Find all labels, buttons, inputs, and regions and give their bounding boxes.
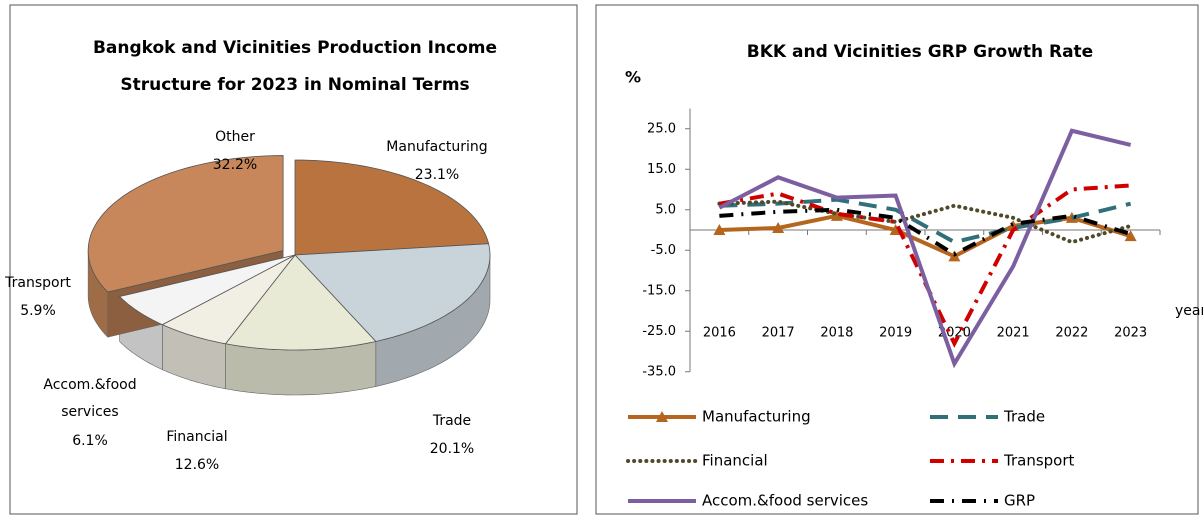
y-tick-label: -15.0 (642, 283, 676, 298)
y-tick-label: -35.0 (642, 364, 676, 379)
y-tick-label: -25.0 (642, 324, 676, 339)
pie-slice (294, 159, 490, 256)
series-marker (713, 224, 726, 235)
y-tick-label: -5.0 (651, 243, 676, 258)
series-line (717, 199, 1133, 245)
pie-label: Other (215, 129, 255, 145)
pie-title: Bangkok and Vicinities Production Income (93, 38, 497, 58)
pie-label-line: Accom.&food (43, 377, 136, 393)
x-tick-label: 2017 (762, 326, 795, 341)
line-panel (595, 4, 1199, 515)
x-axis-label: year (1175, 303, 1203, 319)
legend-label: Manufacturing (702, 408, 811, 426)
pie-label-line: services (61, 404, 118, 420)
series-marker (1124, 230, 1137, 242)
x-tick-label: 2022 (1055, 326, 1088, 341)
y-tick-label: 25.0 (647, 121, 676, 136)
x-tick-label: 2016 (703, 326, 736, 341)
pie-slice (87, 155, 284, 293)
series-line (718, 128, 1132, 369)
pie-slice (224, 254, 377, 351)
pie-label: Trade (432, 413, 471, 429)
y-tick-label: 5.0 (655, 202, 676, 217)
pie-title: Structure for 2023 in Nominal Terms (120, 75, 469, 95)
pie-slice (118, 254, 296, 326)
x-tick-label: 2019 (879, 326, 912, 341)
legend-label: Transport (1003, 452, 1075, 470)
series-marker (830, 209, 843, 221)
series-marker (772, 221, 785, 233)
legend-label: Trade (1003, 408, 1045, 426)
y-axis-label: % (625, 68, 641, 87)
pie-label: Financial (166, 429, 227, 445)
y-tick-label: 15.0 (647, 162, 676, 177)
pie-value-label: 12.6% (175, 457, 219, 473)
pie-value-label: 32.2% (213, 157, 257, 173)
x-tick-label: 2021 (997, 326, 1030, 341)
series-line (719, 213, 1132, 259)
pie-value-label: 23.1% (415, 167, 459, 183)
legend-label: Accom.&food services (702, 492, 868, 510)
x-tick-label: 2018 (820, 326, 853, 341)
line-title: BKK and Vicinities GRP Growth Rate (747, 42, 1093, 62)
pie-value-label: 6.1% (72, 433, 108, 449)
pie-value-label: 20.1% (430, 441, 474, 457)
legend-label: Financial (702, 452, 768, 470)
pie-label: Manufacturing (386, 139, 487, 155)
pie-slice (294, 243, 491, 342)
legend-label: GRP (1004, 492, 1035, 510)
pie-slice (161, 254, 296, 345)
pie-label: Accom.&food services (43, 377, 136, 420)
series-line (719, 207, 1132, 257)
legend-marker (656, 411, 668, 422)
x-tick-label: 2023 (1114, 326, 1147, 341)
pie-value-label: 5.9% (20, 303, 56, 319)
pie-label: Transport (4, 275, 71, 291)
